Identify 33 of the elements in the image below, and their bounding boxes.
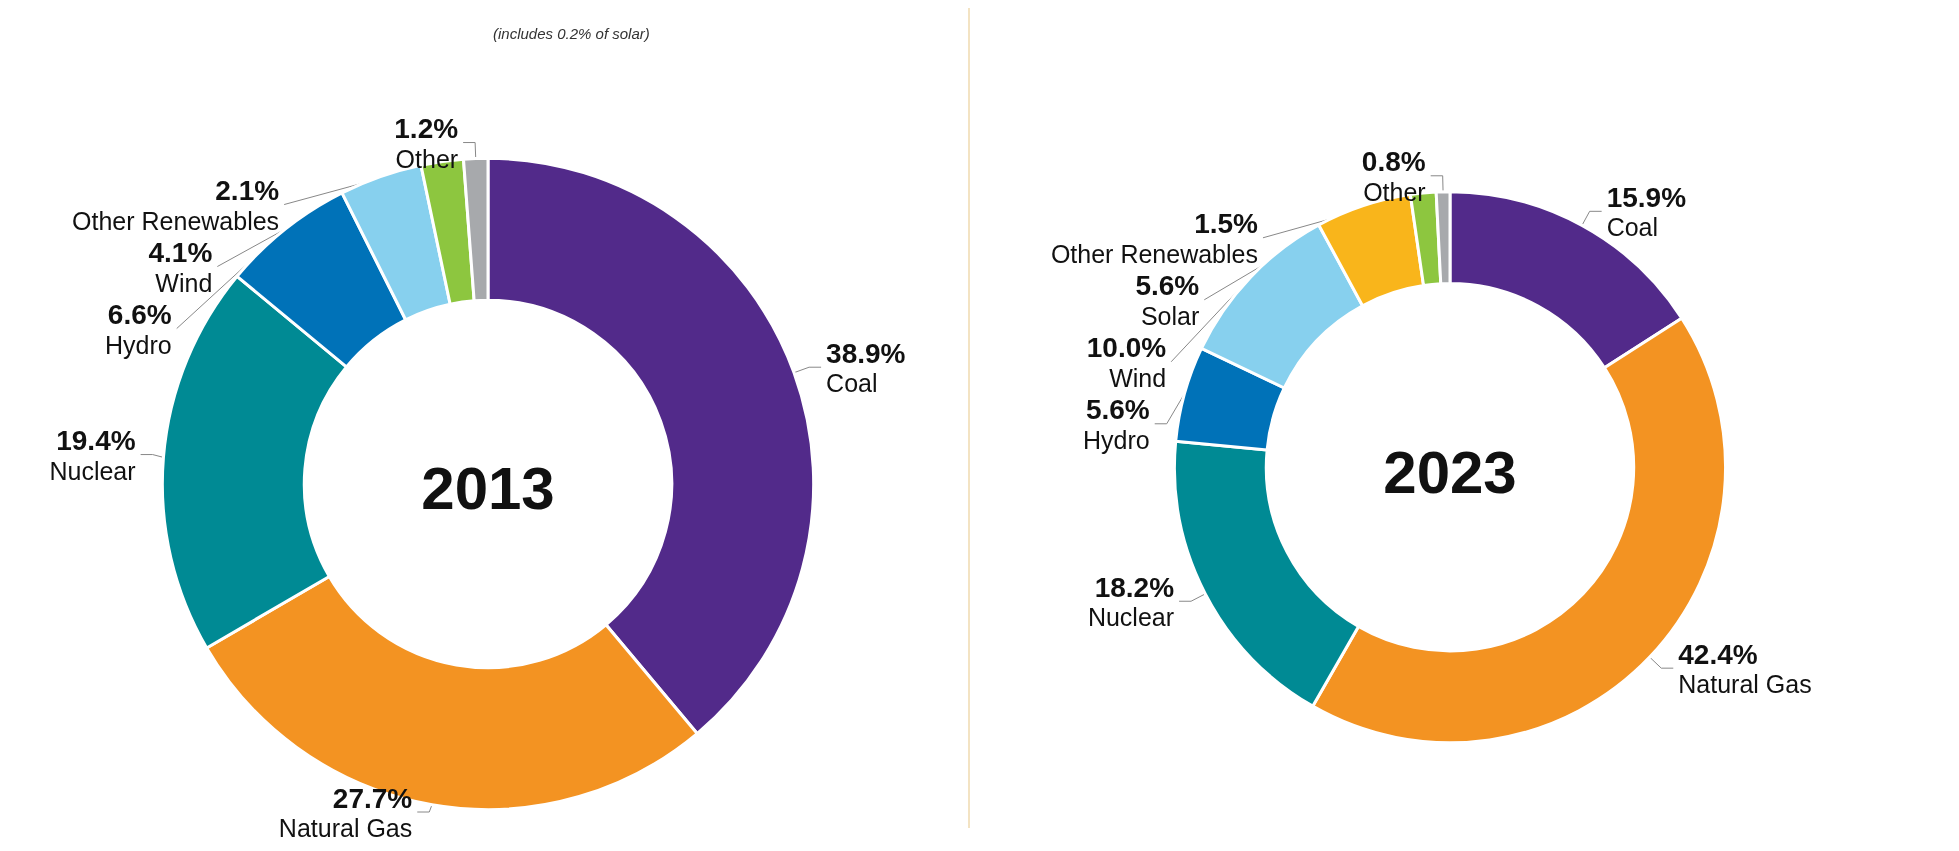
slice-label: Hydro: [1083, 425, 1150, 454]
data-label: 42.4%: [1678, 638, 1758, 670]
slice-label: Wind: [1109, 363, 1167, 392]
data-label: 6.6%: [107, 299, 172, 331]
slice-label: Coal: [826, 369, 878, 398]
data-label: 15.9%: [1606, 181, 1687, 213]
data-label: 19.4%: [56, 425, 136, 457]
slice-label: Natural Gas: [278, 814, 413, 842]
data-label: 10.0%: [1086, 332, 1167, 364]
slice-label: Other: [1363, 177, 1426, 206]
slice-label: Wind: [155, 268, 213, 297]
data-label: 0.8%: [1361, 146, 1426, 178]
data-label: 5.6%: [1135, 270, 1200, 302]
data-label: 18.2%: [1094, 571, 1175, 603]
data-label: 5.6%: [1085, 394, 1150, 426]
slice-label: Natural Gas: [1678, 670, 1812, 699]
data-label: 4.1%: [148, 237, 213, 269]
text: 2023: [1383, 438, 1517, 506]
data-label: 2.1%: [215, 175, 280, 207]
slice-label: Solar: [1140, 301, 1200, 330]
slice-label: Nuclear: [49, 456, 136, 485]
data-label: 1.5%: [1194, 208, 1259, 240]
slice-label: Other Renewables: [1050, 239, 1258, 268]
slice-label: Coal: [1606, 213, 1659, 242]
slice-label: Other: [395, 144, 459, 173]
slice-label: Hydro: [105, 330, 172, 359]
slice-label: Nuclear: [1087, 603, 1175, 632]
slice-label: Other Renewables: [72, 206, 280, 235]
text: (includes 0.2% of solar): [493, 25, 650, 42]
data-label: 27.7%: [332, 782, 413, 814]
data-label: 38.9%: [826, 337, 906, 369]
text: 2013: [421, 455, 555, 523]
data-label: 1.2%: [394, 113, 459, 145]
